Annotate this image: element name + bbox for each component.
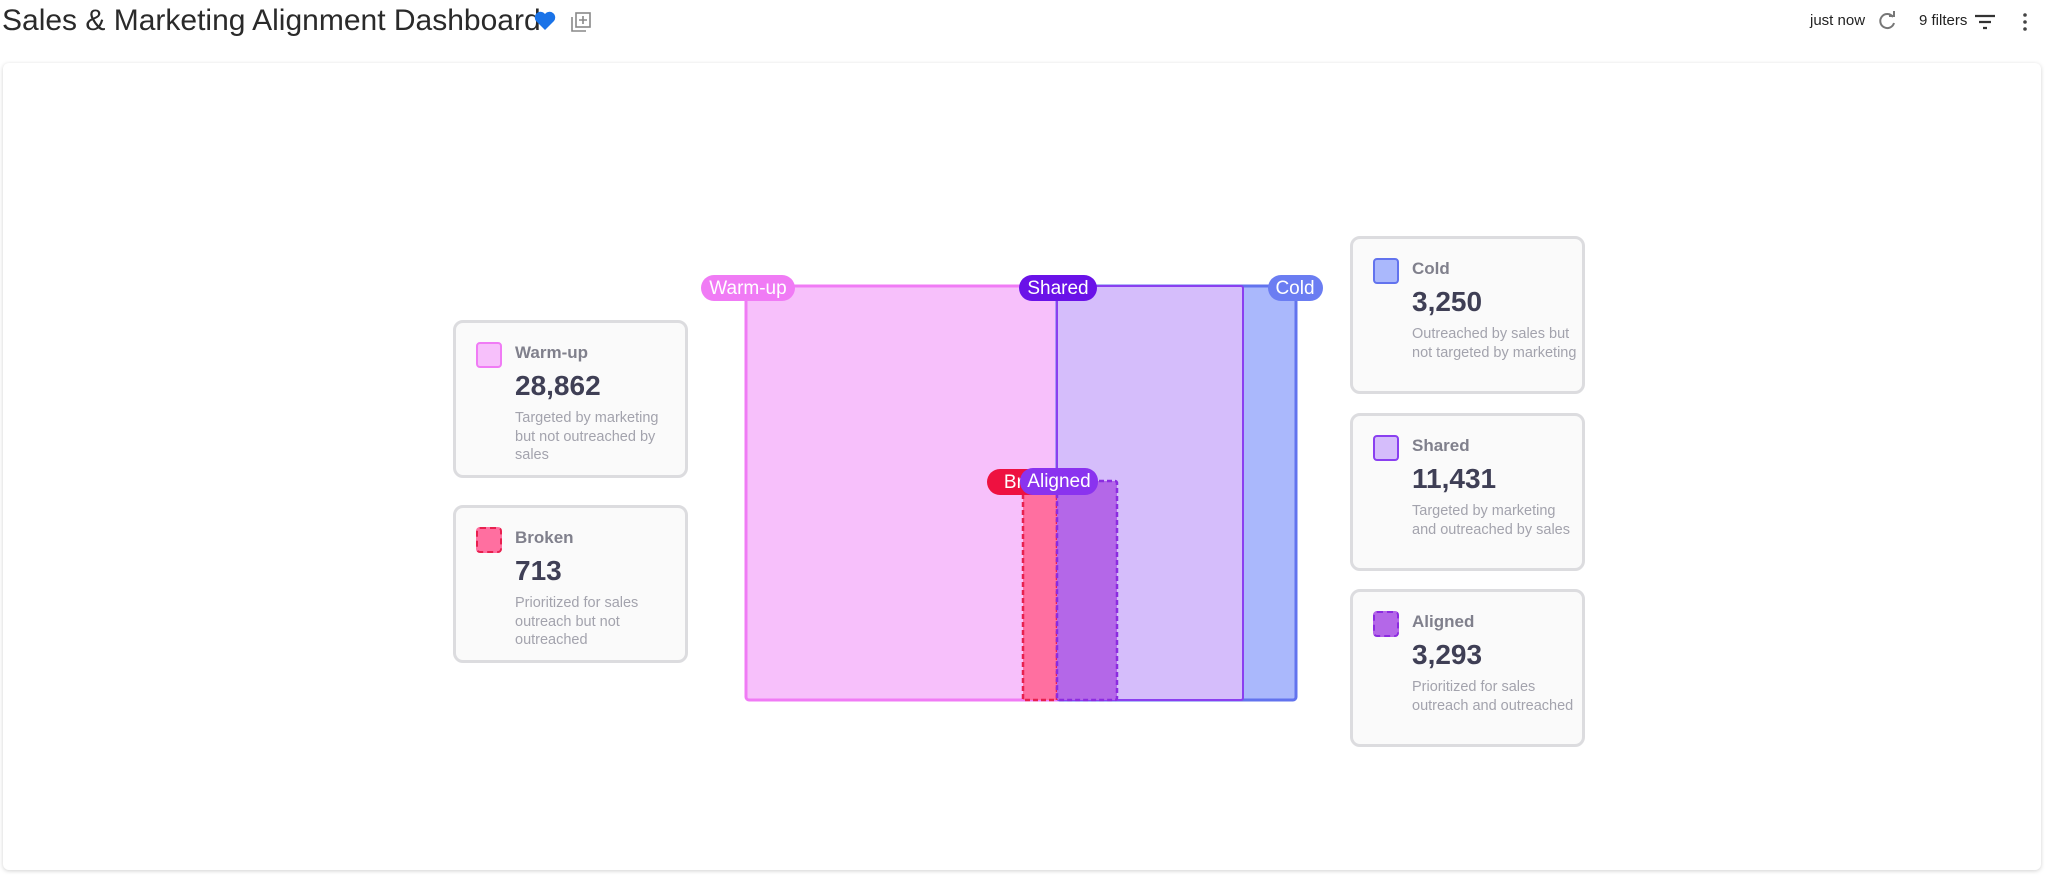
last-updated: just now: [1810, 12, 1866, 29]
toolbar-icons: [1975, 13, 2027, 31]
card-description: Prioritized for sales outreach and outre…: [1412, 679, 1574, 714]
filters-button[interactable]: 9 filters: [1919, 12, 1968, 29]
refresh-icon[interactable]: [1876, 10, 1898, 32]
card-value: 11,431: [1412, 463, 1497, 494]
stat-card: Broken 713 Prioritized for sales outreac…: [453, 505, 688, 663]
card-description: Targeted by marketing but not outreached…: [515, 410, 659, 463]
diagram-label: Cold: [1275, 278, 1314, 299]
card-description: Targeted by marketing and outreached by …: [1412, 503, 1570, 538]
diagram-label: Shared: [1027, 278, 1088, 299]
swatch: [1373, 611, 1399, 637]
card-label: Warm-up: [515, 343, 589, 362]
dashboard-title: Sales & Marketing Alignment Dashboard: [2, 4, 541, 37]
card-description: Outreached by sales but not targeted by …: [1412, 326, 1577, 361]
card-label: Cold: [1412, 259, 1450, 278]
label-pill: [701, 275, 795, 301]
card-value: 3,250: [1412, 286, 1483, 317]
card-label: Broken: [515, 528, 574, 547]
card-value: 713: [515, 555, 562, 586]
card-label: Shared: [1412, 436, 1470, 455]
swatch: [1373, 258, 1399, 284]
swatch: [476, 342, 502, 368]
diagram-label: Aligned: [1027, 471, 1090, 492]
card-description: Prioritized for sales outreach but not o…: [515, 595, 639, 648]
card-value: 3,293: [1412, 639, 1483, 670]
stat-card: Cold 3,250 Outreached by sales but not t…: [1350, 236, 1585, 394]
label-pill: [1019, 275, 1097, 301]
card-value: 28,862: [515, 370, 601, 401]
stat-card: Aligned 3,293 Prioritized for sales outr…: [1350, 589, 1585, 747]
aligned-area: [1055, 479, 1119, 702]
label-pill: [1268, 275, 1323, 301]
swatch: [1373, 435, 1399, 461]
swatch: [476, 527, 502, 553]
diagram-label: Warm-up: [709, 278, 786, 299]
broken-area: [1021, 479, 1059, 702]
card-label: Aligned: [1412, 612, 1475, 631]
stat-card: Warm-up 28,862 Targeted by marketing but…: [453, 320, 688, 478]
stat-card: Shared 11,431 Targeted by marketing and …: [1350, 413, 1585, 571]
header-icons: [534, 11, 591, 32]
label-pill: [1020, 468, 1098, 495]
copy-icon[interactable]: [575, 12, 591, 28]
favorite-icon[interactable]: [534, 11, 556, 30]
filter-icon[interactable]: [1975, 14, 1995, 30]
more-menu[interactable]: [2023, 13, 2027, 17]
